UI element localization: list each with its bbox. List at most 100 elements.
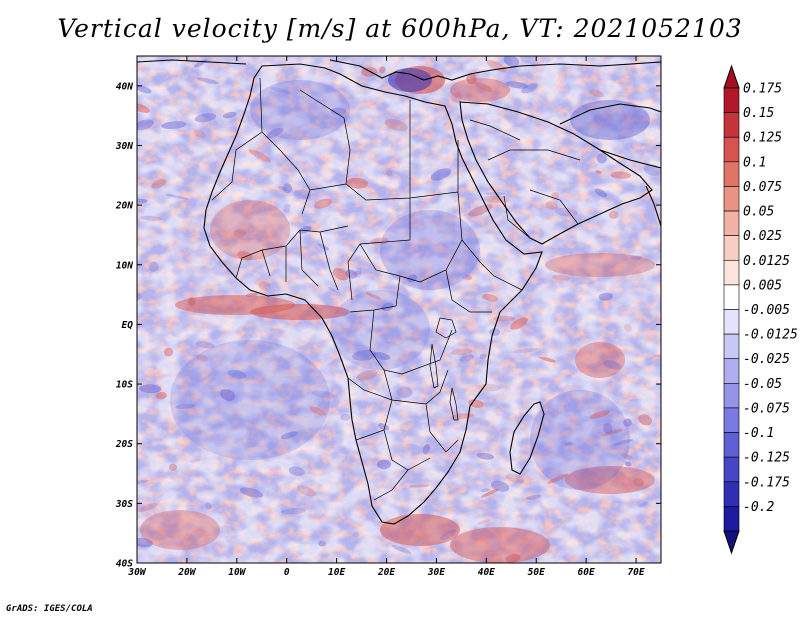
colorbar-label: 0.0125 [743, 254, 790, 269]
field-streak [630, 255, 642, 260]
lon-tick-label: 50E [528, 567, 545, 578]
field-streak [233, 228, 247, 238]
field-streak [468, 399, 484, 408]
colorbar-swatch [723, 506, 740, 532]
colorbar-label: -0.005 [743, 303, 790, 318]
field-streak [137, 537, 153, 548]
field-streak [483, 195, 510, 203]
field-streak [193, 129, 207, 139]
field-streak [298, 225, 312, 234]
field-streak [155, 391, 167, 400]
field-streak [477, 383, 501, 392]
field-streak [149, 261, 159, 272]
colorbar-label: 0.075 [743, 180, 782, 195]
lat-tick-label: 40N [116, 81, 133, 92]
field-streak [551, 274, 571, 281]
africa-coastline [203, 63, 543, 525]
field-streak [503, 56, 520, 67]
arabia-coastline [459, 101, 653, 245]
field-streak [479, 353, 487, 360]
colorbar-swatch [723, 136, 740, 163]
field-streak [220, 389, 236, 401]
field-streak [539, 356, 556, 363]
field-streak [505, 81, 529, 89]
lon-tick-label: 30W [127, 567, 146, 578]
field-streak [595, 170, 602, 174]
lake-tanganyika [429, 343, 439, 389]
field-patch [380, 514, 460, 546]
colorbar-swatch [723, 161, 740, 187]
field-streak [365, 292, 382, 300]
field-streak [296, 485, 316, 497]
field-streak [245, 292, 258, 297]
colorbar-label: 0.15 [743, 106, 774, 121]
field-streak [196, 354, 208, 362]
field-streak [505, 473, 525, 484]
field-streak [204, 502, 212, 510]
field-patch [250, 80, 350, 140]
field-streak [237, 251, 253, 261]
field-streak [386, 170, 393, 176]
field-streak [409, 484, 429, 488]
field-streak [189, 458, 201, 463]
field-streak [370, 237, 389, 246]
field-streak [594, 188, 608, 198]
field-streak [505, 553, 521, 563]
field-streak [168, 463, 177, 472]
field-streak [280, 431, 298, 440]
field-patch [545, 253, 655, 277]
field-streak [589, 410, 610, 419]
lon-tick-label: 60E [578, 567, 595, 578]
field-streak [422, 443, 431, 455]
field-streak [554, 207, 578, 217]
field-streak [490, 480, 510, 492]
field-streak [638, 501, 649, 507]
field-streak [317, 243, 329, 251]
field-streak [602, 360, 621, 370]
field-streak [270, 86, 293, 95]
lon-tick-label: 40E [478, 567, 495, 578]
field-streak [222, 111, 237, 119]
field-streak [603, 423, 613, 434]
colorbar-label: 0.175 [743, 82, 782, 97]
field-streak [139, 215, 163, 221]
colorbar-swatch [723, 235, 740, 261]
field-streak [346, 177, 369, 189]
field-streak [466, 73, 477, 85]
field-streak [439, 529, 457, 541]
field-streak [137, 292, 142, 301]
field-streak [258, 280, 271, 291]
colorbar-label: -0.125 [743, 451, 790, 466]
field-streak [596, 153, 608, 164]
field-streak [379, 66, 386, 74]
colorbar-swatch [723, 186, 740, 212]
field-patch [575, 342, 625, 378]
colorbar-swatch [723, 259, 740, 286]
field-streak [589, 89, 604, 98]
field-streak [608, 210, 619, 219]
colorbar-swatch [723, 456, 740, 483]
colorbar-swatch [723, 112, 740, 138]
lat-tick-label: 40S [116, 559, 133, 570]
colorbar-swatch [723, 481, 740, 507]
colorbar-swatch [723, 284, 740, 310]
lon-tick-label: 70E [627, 567, 644, 578]
field-streak [396, 387, 413, 398]
field-streak [318, 540, 327, 547]
field-streak [332, 268, 349, 281]
colorbar: 0.175 0.15 0.125 0.1 0.075 0.05 0.025 0.0125 0.0… [723, 64, 798, 555]
grads-credit: GrADS: IGES/COLA [6, 604, 93, 614]
field-streak [474, 81, 493, 93]
field-patch [170, 340, 330, 460]
colorbar-swatch [723, 432, 740, 458]
colorbar-swatch [723, 309, 740, 335]
field-streak [239, 487, 264, 498]
field-streak [476, 452, 494, 460]
plot-title: Vertical velocity [m/s] at 600hPa, VT: 2… [57, 14, 743, 43]
lon-tick-label: 0 [284, 567, 290, 578]
colorbar-swatch [723, 210, 740, 236]
field-streak [195, 341, 215, 349]
field-streak [330, 107, 347, 116]
field-streak [601, 429, 623, 436]
field-streak [266, 127, 284, 138]
